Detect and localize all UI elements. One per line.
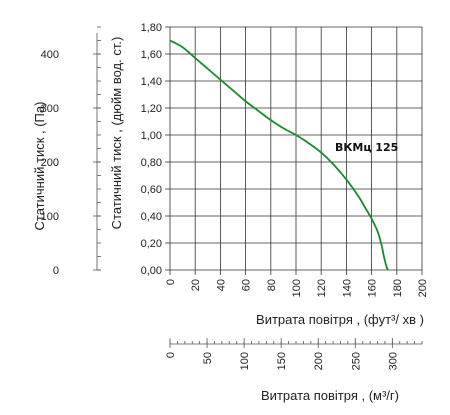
x-secondary-tick-label: 0 [165, 352, 177, 358]
y-inner-tick-label: 1,00 [141, 130, 162, 142]
x-axis-title-cfm: Витрата повітря , (фут³/ хв ) [256, 312, 424, 327]
y-outer-tick-label: 400 [41, 49, 59, 61]
x-primary-tick-label: 160 [367, 279, 379, 297]
x-secondary-tick-label: 200 [313, 352, 325, 370]
x-secondary-tick-label: 50 [202, 352, 214, 364]
y-outer-tick-label: 0 [53, 265, 59, 277]
x-primary-tick-label: 0 [165, 279, 177, 285]
y-inner-tick-label: 0,60 [141, 184, 162, 196]
y-axis-title-pa: Статичний тиск , (Па) [32, 102, 47, 231]
x-primary-tick-label: 180 [392, 279, 404, 297]
series-line [169, 39, 389, 271]
x-axis-title-m3h: Витрата повітря , (м³/г) [261, 388, 399, 403]
x-primary-tick-label: 60 [241, 279, 253, 291]
y-inner-tick-label: 0,20 [141, 238, 162, 250]
y-inner-tick-label: 0,80 [141, 157, 162, 169]
y-inner-tick-label: 1,60 [141, 49, 162, 61]
x-primary-tick-label: 140 [341, 279, 353, 297]
series-label: ВКМц 125 [335, 141, 398, 154]
series-layer [169, 39, 389, 271]
tick-labels: 0,00 0,20 0,40 0,60 0,80 1,00 1,20 1,40 1,60 1,80… [41, 22, 429, 370]
x-primary-tick-label: 120 [316, 279, 328, 297]
x-secondary-tick-label: 250 [350, 352, 362, 370]
y-inner-tick-label: 0,00 [141, 265, 162, 277]
y-inner-tick-label: 1,20 [141, 103, 162, 115]
y-axis-title-inwg: Статичний тиск , (дюйм вод. ст.) [109, 37, 124, 230]
y-inner-tick-label: 1,80 [141, 22, 162, 34]
x-primary-tick-label: 200 [417, 279, 429, 297]
x-primary-tick-label: 20 [190, 279, 202, 291]
x-secondary-tick-label: 100 [239, 352, 251, 370]
x-primary-tick-label: 40 [215, 279, 227, 291]
x-secondary-tick-label: 300 [387, 352, 399, 370]
x-secondary-tick-label: 150 [276, 352, 288, 370]
axes [93, 26, 423, 348]
y-inner-tick-label: 1,40 [141, 76, 162, 88]
x-primary-tick-label: 100 [291, 279, 303, 297]
y-outer-tick-label: 100 [41, 211, 59, 223]
y-outer-tick-label: 200 [41, 157, 59, 169]
y-outer-tick-label: 300 [41, 103, 59, 115]
y-inner-tick-label: 0,40 [141, 211, 162, 223]
x-primary-tick-label: 80 [266, 279, 278, 291]
